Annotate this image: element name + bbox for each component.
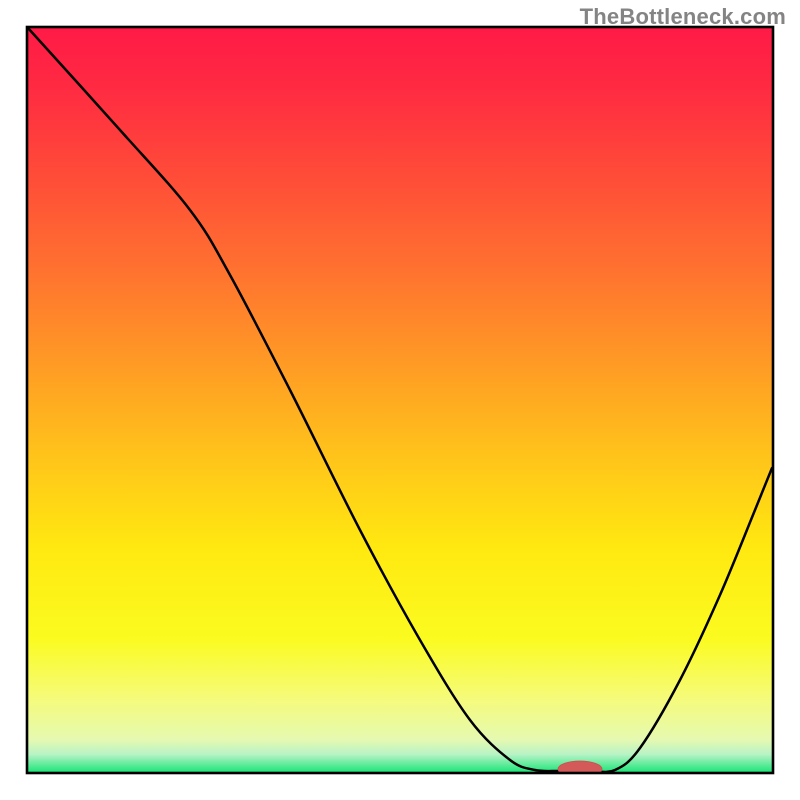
bottleneck-curve-chart [0, 0, 800, 800]
watermark-text: TheBottleneck.com [580, 4, 786, 30]
chart-container: { "watermark": "TheBottleneck.com", "cha… [0, 0, 800, 800]
gradient-fill [27, 27, 773, 773]
